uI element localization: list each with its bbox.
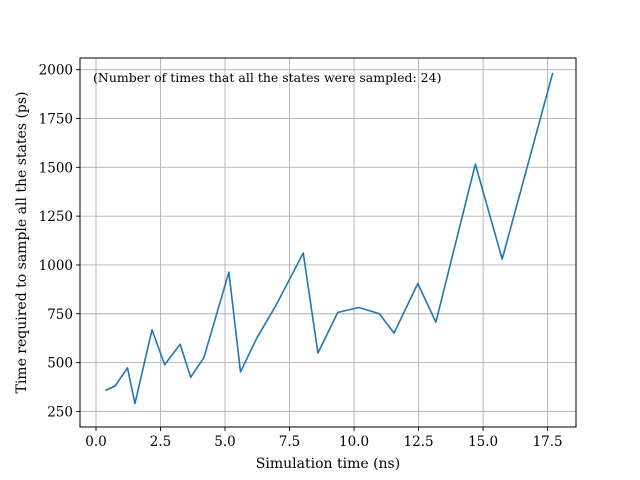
x-tick-label: 2.5 bbox=[150, 434, 171, 450]
x-tick-label: 10.0 bbox=[339, 434, 369, 450]
x-tick-label: 5.0 bbox=[214, 434, 235, 450]
y-tick-label: 250 bbox=[47, 404, 73, 420]
x-tick-label: 12.5 bbox=[404, 434, 434, 450]
y-axis-label: Time required to sample all the states (… bbox=[14, 91, 30, 393]
series-layer bbox=[104, 72, 554, 405]
x-tick-label: 17.5 bbox=[533, 434, 563, 450]
x-axis-label: Simulation time (ns) bbox=[256, 456, 400, 472]
x-tick-label: 7.5 bbox=[279, 434, 300, 450]
grid bbox=[80, 58, 576, 427]
y-tick-label: 2000 bbox=[39, 63, 73, 79]
y-tick-label: 1250 bbox=[39, 209, 73, 225]
x-tick-label: 0.0 bbox=[85, 434, 106, 450]
series-line bbox=[104, 72, 554, 405]
plot-frame bbox=[79, 57, 577, 428]
annotation-text: (Number of times that all the states wer… bbox=[93, 70, 441, 85]
y-tick-label: 1750 bbox=[39, 112, 73, 128]
y-axis-ticks: 250 500 750 1000 1250 1500 1750 2000 bbox=[39, 63, 80, 420]
y-tick-label: 500 bbox=[47, 356, 73, 372]
y-tick-label: 1500 bbox=[39, 160, 73, 176]
y-tick-label: 750 bbox=[47, 307, 73, 323]
y-tick-label: 1000 bbox=[39, 258, 73, 274]
x-axis-ticks: 0.0 2.5 5.0 7.5 10.0 12.5 15.0 17.5 bbox=[85, 427, 563, 450]
x-tick-label: 15.0 bbox=[468, 434, 498, 450]
